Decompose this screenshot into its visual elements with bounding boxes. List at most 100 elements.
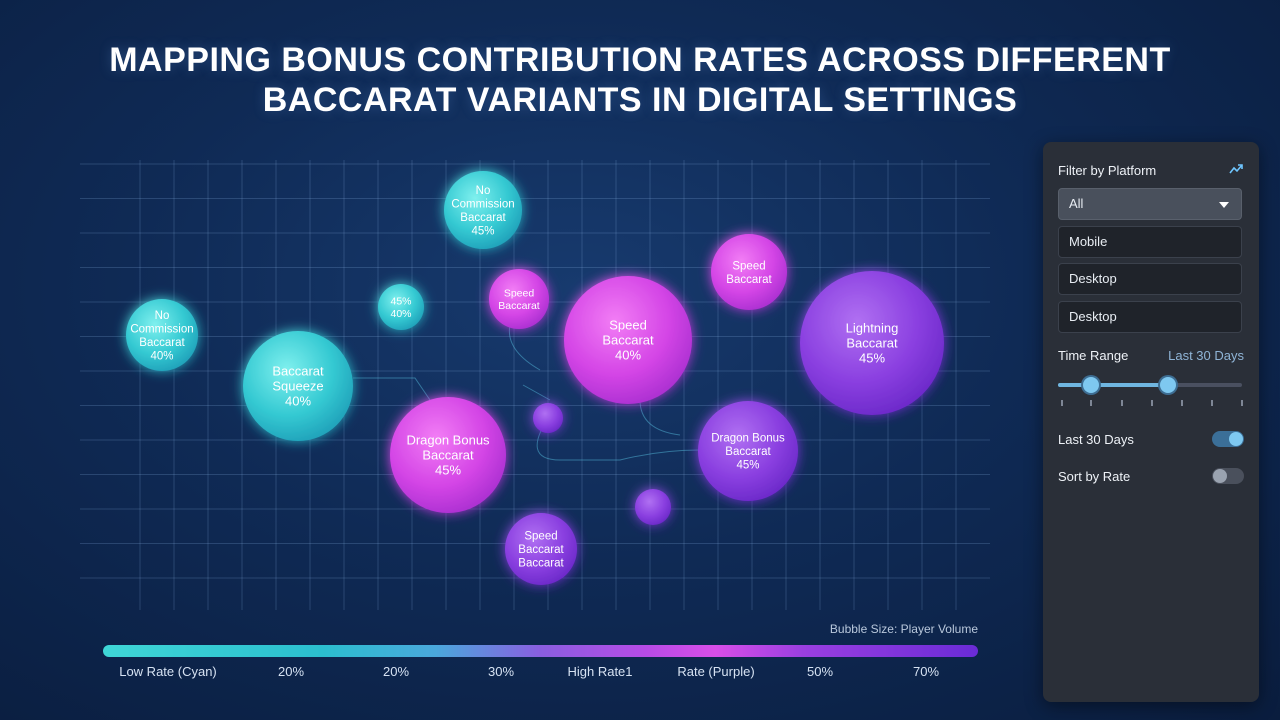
bubble-label: No [476, 185, 491, 197]
time-range-label: Time Range [1058, 348, 1129, 363]
bubble-label: Baccarat [518, 544, 564, 556]
slider-tick [1211, 400, 1213, 406]
filter-title: Filter by Platform [1058, 163, 1157, 178]
bubble-chart-svg: NoCommissionBaccarat45%NoCommissionBacca… [80, 160, 990, 610]
bubble-label: 45% [390, 295, 411, 307]
slider-ticks [1058, 400, 1243, 406]
last-30-days-toggle[interactable] [1212, 431, 1244, 447]
last-30-days-label: Last 30 Days [1058, 432, 1134, 447]
bubble-label: Speed [732, 260, 765, 272]
bubble-circle[interactable] [489, 269, 549, 329]
bubble-label: Commission [130, 323, 193, 335]
toggle-knob [1213, 469, 1227, 483]
color-scale-label: 50% [806, 664, 834, 679]
color-scale-label: 30% [487, 664, 515, 679]
connector-line [522, 384, 551, 401]
color-scale-label: 70% [912, 664, 940, 679]
bubble-label: 40% [285, 394, 311, 409]
bubble-label: Baccarat [139, 337, 185, 349]
bubble-label: Baccarat [422, 448, 474, 463]
bubble-label: 45% [435, 463, 461, 478]
bubble-label: Squeeze [272, 379, 323, 394]
slider-fill [1058, 383, 1169, 387]
bubble-label: Dragon Bonus [711, 433, 785, 445]
bubble-circle[interactable] [800, 271, 944, 415]
connector-line [639, 399, 681, 436]
bubble-label: 40% [615, 348, 641, 363]
connector-line [536, 414, 701, 461]
slider-tick [1151, 400, 1153, 406]
bubble-chart: No Commission Baccarat 45% No Commission Bacca… [80, 160, 1000, 620]
bubble-label: Lightning [846, 321, 899, 336]
title-line-1: MAPPING BONUS CONTRIBUTION RATES ACROSS … [109, 41, 1171, 79]
chart-line-icon[interactable] [1228, 162, 1244, 178]
sort-by-rate-toggle[interactable] [1212, 468, 1244, 484]
bubble-circle[interactable] [243, 331, 353, 441]
bubble-label: 40% [390, 308, 411, 320]
bubble-label: Baccarat [518, 558, 564, 570]
chevron-down-icon [1219, 202, 1229, 208]
slider-tick [1090, 400, 1092, 406]
bubble-label: Baccarat [846, 336, 898, 351]
bubble-circle[interactable] [635, 489, 671, 525]
bubble-circle[interactable] [711, 234, 787, 310]
bubble-circle[interactable] [564, 276, 692, 404]
bubble-circle[interactable] [378, 284, 424, 330]
bubble[interactable]: 45%40% [378, 284, 424, 330]
bubble-circle[interactable] [390, 397, 506, 513]
platform-option-desktop[interactable]: Desktop [1058, 263, 1242, 295]
bubble-circle[interactable] [698, 401, 798, 501]
slider-tick [1241, 400, 1243, 406]
bubble-label: 45% [859, 351, 885, 366]
toggle-knob [1229, 432, 1243, 446]
platform-select-all[interactable]: All [1058, 188, 1242, 220]
slider-thumb-high[interactable] [1160, 377, 1177, 393]
color-scale-label: 20% [382, 664, 410, 679]
slider-thumb-low[interactable] [1083, 377, 1100, 393]
color-scale-label: 20% [277, 664, 305, 679]
panel-header: Filter by Platform [1058, 162, 1244, 180]
color-scale-label: Low Rate (Cyan) [119, 664, 217, 679]
connector-line [508, 324, 541, 371]
bubble-label: 45% [736, 460, 759, 472]
bubble-label: Dragon Bonus [406, 433, 490, 448]
color-scale-label: High Rate1 [567, 664, 633, 679]
bubble-label: Speed [609, 318, 647, 333]
bubble[interactable] [533, 403, 563, 433]
bubble[interactable]: Speed Baccarat [711, 234, 787, 310]
platform-option-mobile[interactable]: Mobile [1058, 226, 1242, 258]
bubble-label: No [155, 310, 170, 322]
color-scale-bar [103, 645, 978, 657]
color-scale [103, 645, 978, 659]
platform-option-desktop-2[interactable]: Desktop [1058, 301, 1242, 333]
bubble-circle[interactable] [533, 403, 563, 433]
bubble[interactable] [635, 489, 671, 525]
bubble-circle[interactable] [444, 171, 522, 249]
bubble-label: Baccarat [460, 212, 506, 224]
filter-panel: Filter by Platform All Mobile Desktop De… [1043, 142, 1259, 702]
bubble-label: Baccarat [498, 300, 540, 312]
time-range-slider[interactable] [1058, 377, 1242, 393]
title-line-2: BACCARAT VARIANTS IN DIGITAL SETTINGS [262, 81, 1018, 119]
bubble-label: Baccarat [726, 274, 772, 286]
bubble-label: Baccarat [272, 364, 324, 379]
bubble-label: Commission [451, 198, 514, 210]
bubble-circle[interactable] [126, 299, 198, 371]
bubble-size-legend: Bubble Size: Player Volume [829, 622, 978, 636]
bubble-circle[interactable] [505, 513, 577, 585]
bubble-label: Speed [524, 531, 557, 543]
chart-title: MAPPING BONUS CONTRIBUTION RATES ACROSS … [60, 40, 1220, 120]
color-scale-label: Rate (Purple) [677, 664, 755, 679]
platform-option-label: Desktop [1069, 271, 1117, 286]
bubble-label: Baccarat [725, 446, 771, 458]
connector-lines [353, 324, 701, 461]
